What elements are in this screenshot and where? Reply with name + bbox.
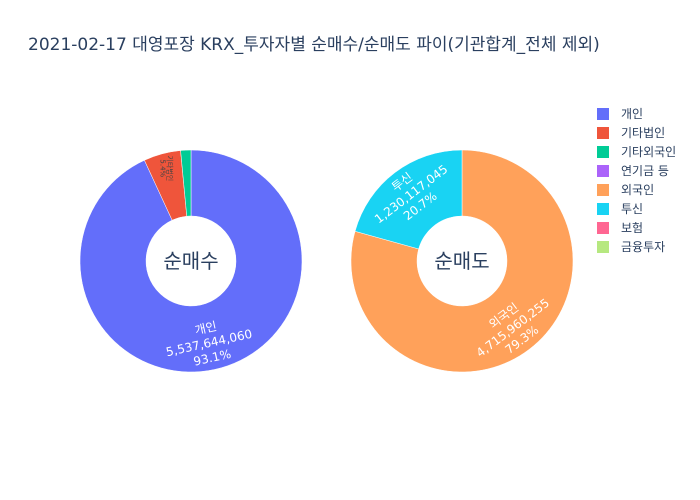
- center-label-2: 순매도: [434, 249, 489, 273]
- slice-기타외국인[interactable]: [180, 149, 192, 217]
- legend-swatch: [597, 108, 609, 120]
- legend-item-투신[interactable]: 투신: [597, 202, 643, 216]
- legend-swatch: [597, 184, 609, 196]
- legend-item-금융투자[interactable]: 금융투자: [597, 240, 665, 254]
- legend-label: 연기금 등: [621, 164, 669, 178]
- slice-개인[interactable]: [79, 149, 303, 373]
- slice-외국인[interactable]: [350, 149, 574, 373]
- legend-item-개인[interactable]: 개인: [597, 107, 643, 121]
- legend-item-기타외국인[interactable]: 기타외국인: [597, 145, 676, 159]
- legend-label: 개인: [621, 107, 643, 121]
- slice-label-기타법인: 기타법인5.4%: [158, 155, 174, 181]
- legend-swatch: [597, 241, 609, 253]
- legend-item-외국인[interactable]: 외국인: [597, 183, 654, 197]
- legend-swatch: [597, 222, 609, 234]
- chart-title: 2021-02-17 대영포장 KRX_투자자별 순매수/순매도 파이(기관합계…: [28, 35, 600, 55]
- center-label-1: 순매수: [163, 249, 218, 273]
- legend-item-기타법인[interactable]: 기타법인: [597, 126, 665, 140]
- pie-1: 개인5,537,644,06093.1%기타법인5.4%순매수: [79, 149, 303, 373]
- legend-swatch: [597, 127, 609, 139]
- legend-swatch: [597, 165, 609, 177]
- legend-label: 보험: [621, 221, 643, 235]
- legend-swatch: [597, 146, 609, 158]
- legend-label: 기타법인: [621, 126, 665, 140]
- legend-label: 투신: [621, 202, 643, 216]
- legend-item-연기금 등[interactable]: 연기금 등: [597, 164, 669, 178]
- legend-label: 외국인: [621, 183, 654, 197]
- legend-label: 기타외국인: [621, 145, 676, 159]
- slice-투신[interactable]: [354, 149, 463, 250]
- pie-2: 외국인4,715,960,25579.3%투신1,230,117,04520.7…: [350, 149, 574, 373]
- legend-swatch: [597, 203, 609, 215]
- legend-label: 금융투자: [621, 240, 665, 254]
- pies-group: 개인5,537,644,06093.1%기타법인5.4%순매수외국인4,715,…: [79, 149, 574, 373]
- legend-item-보험[interactable]: 보험: [597, 221, 643, 235]
